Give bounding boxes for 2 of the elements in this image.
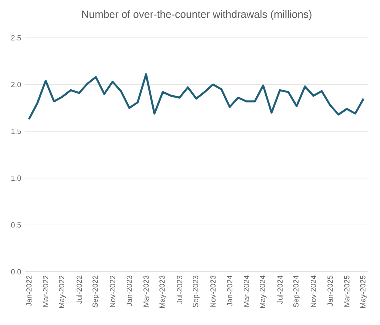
chart-title: Number of over-the-counter withdrawals (millions) (82, 10, 312, 20)
line-series (28, 74, 365, 120)
